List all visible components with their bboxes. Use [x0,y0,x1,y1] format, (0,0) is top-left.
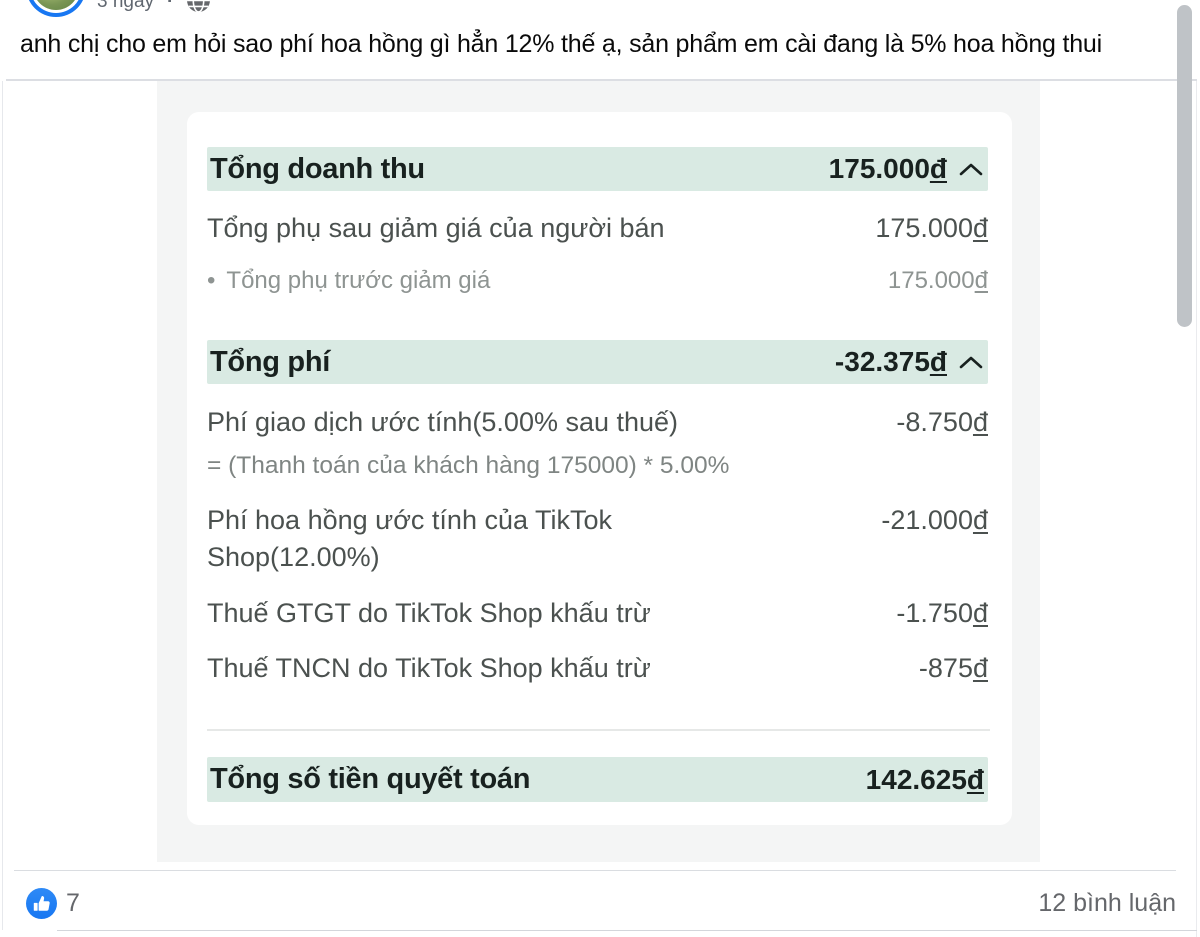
fee-row-value: -8.750đ [896,407,988,437]
fees-section-value: -32.375đ [835,346,984,378]
total-settlement-row: Tổng số tiền quyết toán 142.625đ [207,757,988,802]
fee-row-label: Thuế TNCN do TikTok Shop khấu trừ [207,653,651,683]
fee-row: Phí hoa hồng ước tính của TikTok Shop(12… [207,502,988,576]
post-timestamp[interactable]: 3 ngày [97,0,155,12]
total-settlement-label: Tổng số tiền quyết toán [210,763,531,795]
fee-row-label: Thuế GTGT do TikTok Shop khấu trừ [207,598,651,628]
fees-section-label: Tổng phí [210,345,331,378]
comments-divider [57,930,1197,931]
fee-row-value: -21.000đ [881,505,988,535]
fee-row: Thuế TNCN do TikTok Shop khấu trừ -875đ [207,648,988,688]
globe-privacy-icon [186,0,211,13]
scrollbar-thumb[interactable] [1177,5,1192,327]
reaction-count[interactable]: 7 [66,889,80,917]
settlement-divider [207,729,990,731]
total-settlement-value: 142.625đ [865,763,984,795]
chevron-up-icon[interactable] [958,161,984,177]
avatar[interactable] [26,0,86,17]
fee-formula: = (Thanh toán của khách hàng 175000) * 5… [207,448,988,484]
fee-row-value: 175.000đ [875,213,988,243]
post-left-edge [2,81,3,930]
fee-formula-text: = (Thanh toán của khách hàng 175000) * 5… [207,452,730,479]
fee-row: Thuế GTGT do TikTok Shop khấu trừ -1.750… [207,593,988,633]
revenue-section-label: Tổng doanh thu [210,152,425,185]
fee-row-label: Phí hoa hồng ước tính của TikTok Shop(12… [207,505,613,572]
fee-subrow-label: • Tổng phụ trước giảm giá [207,267,491,294]
fee-row-value: -1.750đ [896,598,988,628]
post-divider [6,79,1197,81]
fee-row: Phí giao dịch ước tính(5.00% sau thuế) -… [207,402,988,442]
settlement-card: Tổng doanh thu 175.000đ Tổng phụ sau giả… [187,112,1012,825]
fee-subrow-value: 175.000đ [887,267,988,294]
post-right-edge [1196,81,1197,937]
attached-screenshot[interactable]: Tổng doanh thu 175.000đ Tổng phụ sau giả… [157,81,1040,862]
avatar-image [33,0,79,10]
fee-row-label: Tổng phụ sau giảm giá của người bán [207,213,665,243]
revenue-section-header[interactable]: Tổng doanh thu 175.000đ [207,147,988,191]
chevron-up-icon[interactable] [958,354,984,370]
fees-section-header[interactable]: Tổng phí -32.375đ [207,340,988,384]
footer-divider [14,870,1176,871]
fee-row: Tổng phụ sau giảm giá của người bán 175.… [207,208,988,248]
fee-row-label: Phí giao dịch ước tính(5.00% sau thuế) [207,407,679,437]
dot-separator: · [167,0,174,12]
revenue-section-value: 175.000đ [829,153,984,185]
comments-count[interactable]: 12 bình luận [1038,889,1176,917]
fee-row-value: -875đ [918,653,988,683]
fee-subrow: • Tổng phụ trước giảm giá 175.000đ [207,263,988,299]
post-text: anh chị cho em hỏi sao phí hoa hồng gì h… [20,30,1102,58]
thumbs-up-icon[interactable] [26,888,57,919]
